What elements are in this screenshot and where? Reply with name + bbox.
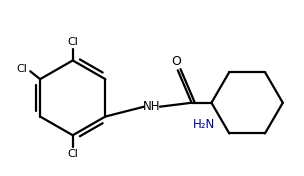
Text: NH: NH: [143, 100, 161, 113]
Text: Cl: Cl: [67, 149, 78, 159]
Text: O: O: [171, 55, 181, 68]
Text: H₂N: H₂N: [192, 118, 215, 131]
Text: Cl: Cl: [17, 64, 28, 74]
Text: Cl: Cl: [67, 37, 78, 47]
